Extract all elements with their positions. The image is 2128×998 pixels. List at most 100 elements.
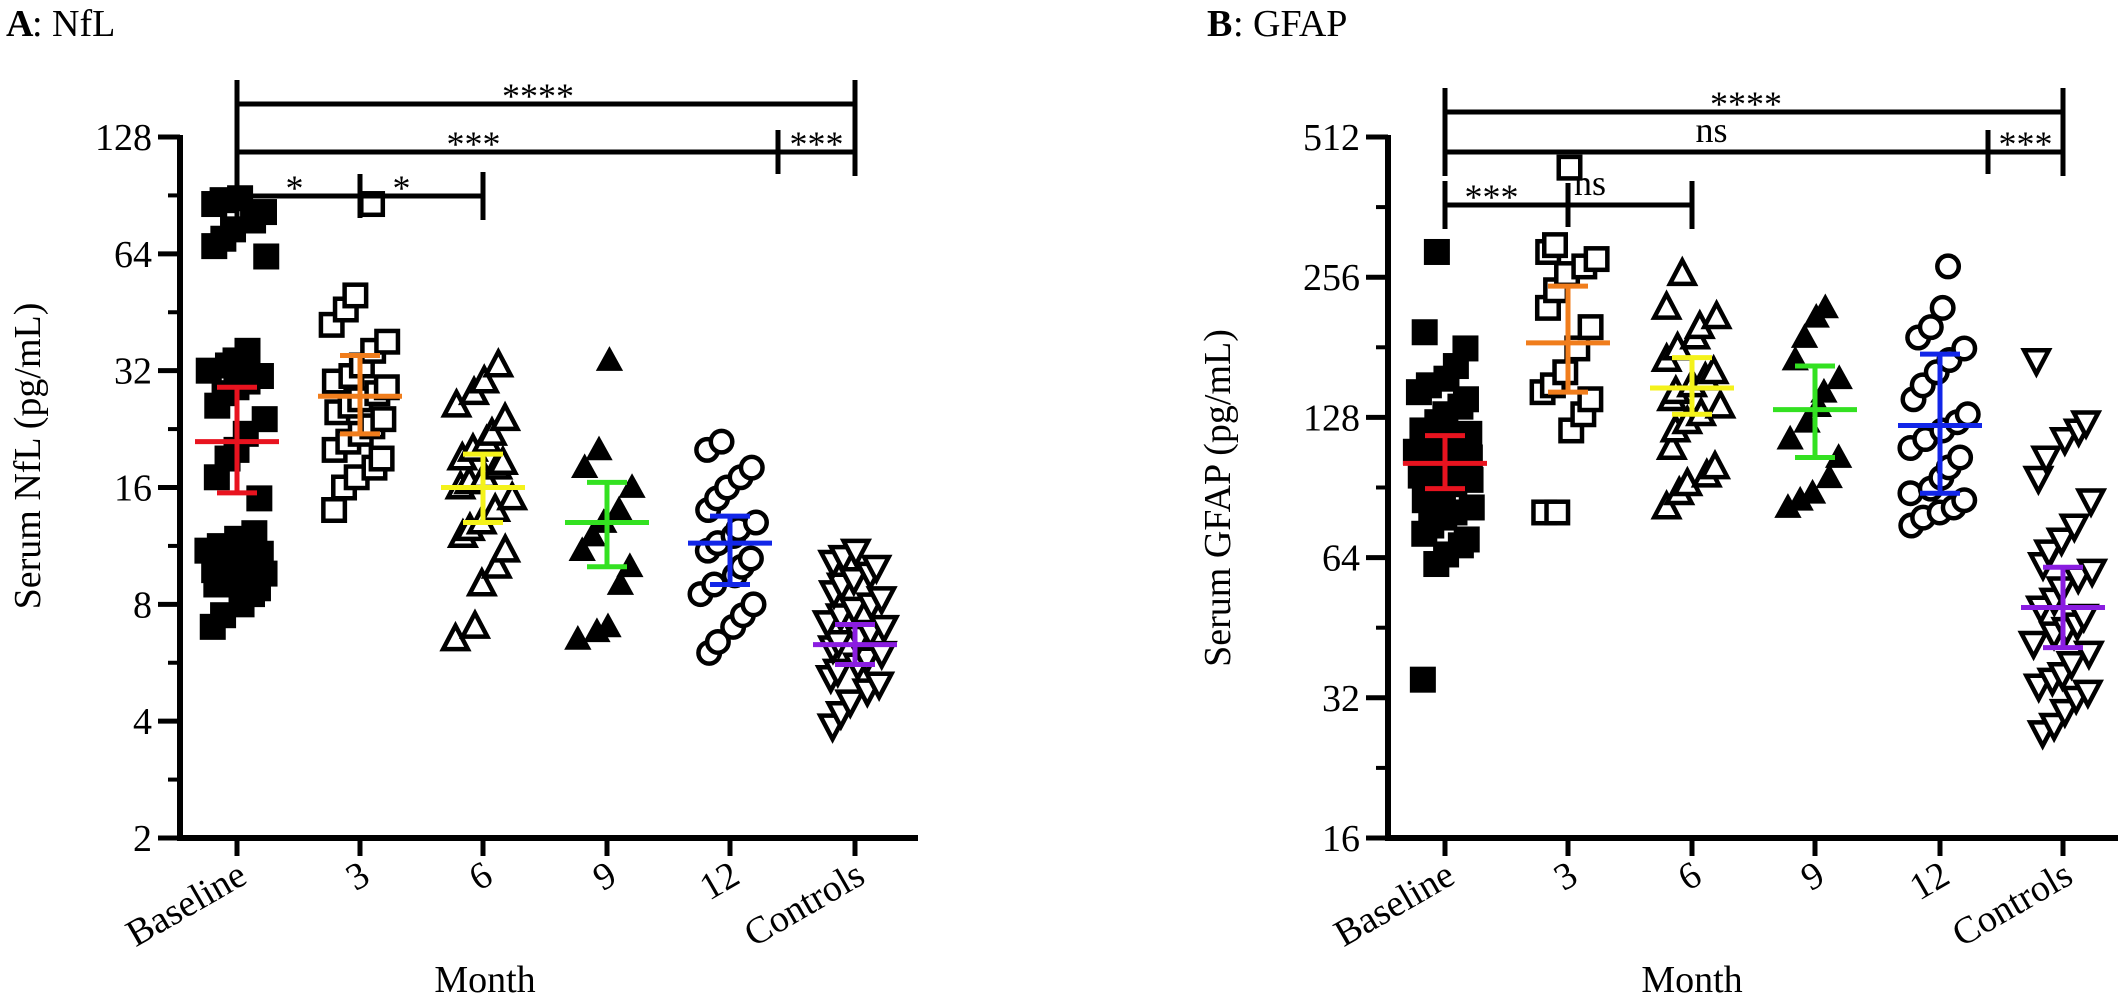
- data-point: [247, 363, 274, 390]
- data-point: [1698, 448, 1732, 480]
- data-point: [1411, 319, 1438, 346]
- data-point: [253, 243, 280, 270]
- data-point: [2038, 712, 2071, 744]
- panel-b-y-axis-label: Serum GFAP (pg/mL): [1197, 329, 1239, 667]
- data-point: [1556, 154, 1583, 181]
- data-point: [1776, 424, 1804, 450]
- data-point: [2032, 539, 2066, 570]
- x-tick-label: 9: [1794, 853, 1831, 899]
- data-point: [1458, 494, 1485, 521]
- x-tick-label: Baseline: [119, 853, 253, 955]
- significance-label: ***: [790, 124, 844, 164]
- data-point: [1824, 443, 1853, 468]
- data-point: [564, 625, 592, 650]
- data-point: [480, 548, 514, 579]
- y-tick-label: 256: [1303, 257, 1360, 299]
- data-point: [578, 521, 607, 547]
- significance-label: ns: [1695, 110, 1727, 150]
- data-point: [1700, 298, 1733, 330]
- x-tick-label: 9: [586, 853, 623, 899]
- data-point: [1577, 314, 1604, 341]
- data-point: [1552, 359, 1579, 386]
- data-point: [606, 570, 635, 595]
- y-tick-label: 32: [114, 351, 152, 393]
- data-point: [321, 497, 348, 524]
- y-tick-label: 4: [133, 701, 152, 743]
- data-point: [486, 444, 519, 476]
- data-point: [2069, 410, 2103, 441]
- data-point: [605, 495, 633, 521]
- x-tick-label: Baseline: [1327, 853, 1461, 955]
- significance-label: ***: [1465, 177, 1519, 217]
- data-point: [1650, 489, 1683, 520]
- significance-label: ns: [1574, 163, 1606, 203]
- panel-a-nfl: A : NfL Serum NfL (pg/mL) Month 2 4 8 16 32 6…: [6, 3, 918, 998]
- x-tick-label: 12: [693, 853, 747, 908]
- data-point: [1650, 289, 1683, 320]
- data-point: [1453, 526, 1480, 553]
- data-point: [568, 536, 596, 562]
- y-tick-label: 8: [133, 584, 152, 626]
- data-point: [1811, 293, 1839, 319]
- data-point: [1897, 480, 1924, 507]
- y-tick-label: 32: [1322, 678, 1360, 720]
- significance-label: ***: [1999, 124, 2053, 164]
- data-point: [704, 628, 731, 655]
- y-tick-label: 64: [1322, 538, 1360, 580]
- data-point: [1929, 294, 1956, 321]
- data-point: [1815, 463, 1843, 489]
- x-tick-label: 6: [462, 853, 499, 899]
- data-point: [2074, 488, 2108, 519]
- panel-a-x-axis-label: Month: [434, 959, 535, 998]
- x-tick-label: 3: [339, 853, 376, 899]
- data-point: [368, 445, 395, 472]
- data-point: [618, 473, 646, 498]
- y-tick-label: 128: [1303, 397, 1360, 439]
- data-point: [837, 566, 870, 598]
- data-point: [1790, 323, 1819, 348]
- x-tick-label: 3: [1547, 853, 1584, 899]
- data-point: [2058, 513, 2091, 544]
- data-point: [585, 435, 613, 461]
- data-point: [489, 532, 522, 563]
- data-point: [241, 520, 268, 547]
- panel-a-letter: A: [6, 3, 34, 45]
- significance-label: ****: [502, 76, 574, 116]
- data-point: [570, 453, 599, 479]
- y-tick-label: 16: [114, 468, 152, 510]
- data-point: [2030, 445, 2063, 476]
- data-point: [1542, 232, 1569, 259]
- data-point: [2045, 527, 2078, 558]
- data-point: [2048, 698, 2081, 730]
- data-point: [468, 363, 501, 394]
- data-point: [370, 406, 397, 433]
- data-point: [737, 545, 764, 572]
- data-point: [482, 347, 515, 378]
- data-point: [2071, 679, 2104, 711]
- data-point: [1954, 401, 1981, 428]
- data-point: [1704, 388, 1737, 419]
- data-point: [2048, 427, 2081, 458]
- data-point: [594, 612, 622, 638]
- data-point: [708, 428, 735, 455]
- data-point: [1947, 444, 1974, 471]
- panel-b-title: : GFAP: [1233, 3, 1347, 45]
- data-point: [488, 400, 522, 432]
- data-point: [458, 608, 492, 639]
- data-point: [234, 337, 261, 364]
- data-point: [1666, 255, 1699, 287]
- data-point: [1774, 493, 1802, 518]
- data-point: [2017, 630, 2050, 662]
- data-point: [2055, 651, 2088, 682]
- data-point: [1935, 253, 1962, 280]
- y-tick-label: 16: [1322, 818, 1360, 860]
- data-point: [1409, 666, 1436, 693]
- data-point: [2020, 348, 2053, 379]
- data-point: [342, 282, 369, 309]
- data-point: [2076, 558, 2109, 590]
- data-point: [834, 689, 867, 720]
- significance-label: *: [393, 168, 411, 208]
- data-point: [595, 346, 624, 371]
- data-point: [1825, 364, 1853, 390]
